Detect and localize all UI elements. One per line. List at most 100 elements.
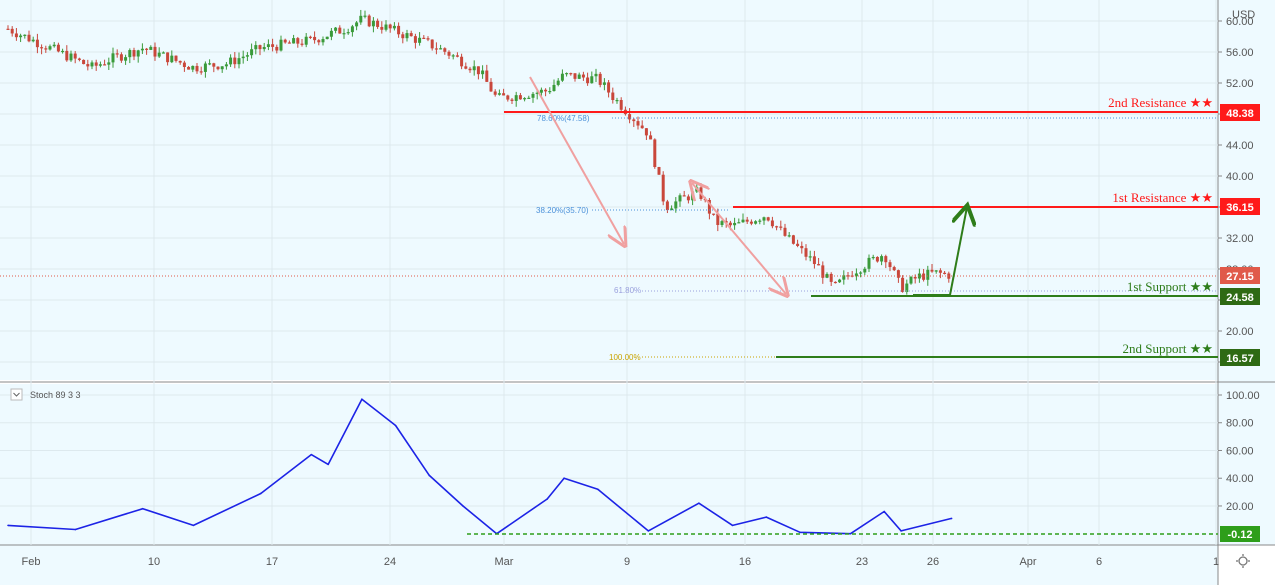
- candle-body: [447, 51, 451, 56]
- time-tick-label: 16: [739, 556, 751, 568]
- candle-body: [418, 37, 422, 43]
- stoch-pane[interactable]: [0, 384, 1218, 545]
- candle-body: [812, 256, 816, 265]
- candle-body: [157, 52, 161, 57]
- candle-body: [926, 269, 930, 280]
- candle-body: [854, 273, 858, 277]
- stoch-line: [7, 398, 952, 535]
- candle-body: [313, 36, 317, 41]
- candle-body: [741, 219, 745, 223]
- candle-body: [392, 25, 396, 29]
- settings-gear-icon[interactable]: [1236, 554, 1250, 568]
- candle-body: [657, 167, 661, 175]
- last-price-value: 27.15: [1226, 271, 1254, 283]
- time-tick-label: 24: [384, 556, 396, 568]
- candle-body: [590, 76, 594, 84]
- projection-arrow-up[interactable]: [949, 207, 967, 296]
- candle-body: [308, 36, 312, 38]
- candle-body: [388, 24, 392, 29]
- fib-786-label: 78.60%(47.58): [537, 114, 590, 123]
- candle-body: [271, 44, 275, 47]
- candle-body: [350, 26, 354, 33]
- candle-body: [846, 275, 850, 277]
- candle-body: [56, 44, 60, 52]
- candle-body: [119, 54, 123, 61]
- candle-body: [560, 73, 564, 81]
- candle-body: [367, 15, 371, 27]
- candle-body: [749, 221, 753, 224]
- time-axis-pane[interactable]: [0, 545, 1218, 585]
- stoch-axis[interactable]: 100.00 80.00 60.00 40.00 20.00: [1218, 390, 1260, 513]
- time-tick-label: 26: [927, 556, 939, 568]
- time-tick-label: 23: [856, 556, 868, 568]
- candle-body: [363, 15, 367, 17]
- candle-body: [287, 42, 291, 44]
- candle-body: [77, 58, 81, 60]
- candle-body: [300, 43, 304, 45]
- candle-body: [808, 256, 812, 258]
- candle-body: [674, 201, 678, 209]
- stoch-tick-label: 80.00: [1226, 418, 1254, 430]
- price-pane[interactable]: [0, 0, 1218, 380]
- candle-body: [863, 268, 867, 273]
- candle-body: [930, 269, 934, 272]
- candle-body: [804, 248, 808, 257]
- candle-body: [556, 80, 560, 85]
- time-tick-label: 17: [266, 556, 278, 568]
- candle-body: [548, 91, 552, 93]
- price-tick-label: 32.00: [1226, 233, 1254, 245]
- candle-body: [943, 272, 947, 274]
- candle-body: [468, 68, 472, 71]
- down-arrow-2[interactable]: [692, 183, 786, 294]
- resistance1-label: 1st Resistance ★★: [1112, 190, 1213, 205]
- resistance1-badge: [1220, 198, 1260, 215]
- candle-body: [233, 57, 237, 65]
- candle-body: [250, 49, 254, 56]
- stoch-point: [142, 507, 144, 510]
- candle-body: [842, 275, 846, 280]
- candle-body: [838, 279, 842, 283]
- stoch-point: [192, 524, 195, 527]
- candle-body: [23, 34, 27, 36]
- stoch-point: [596, 488, 599, 491]
- candle-body: [922, 273, 926, 280]
- candle-body: [607, 82, 611, 93]
- candle-body: [279, 39, 283, 51]
- candle-body: [195, 65, 199, 72]
- candle-body: [531, 93, 535, 98]
- stoch-tick-label: 60.00: [1226, 445, 1254, 457]
- time-tick-label: 6: [1096, 556, 1102, 568]
- candle-body: [514, 95, 518, 101]
- candle-body: [901, 277, 905, 292]
- stoch-point: [563, 477, 565, 480]
- stoch-plot: [7, 398, 953, 535]
- candle-body: [502, 93, 506, 96]
- candle-body: [149, 46, 153, 50]
- candle-body: [464, 66, 468, 69]
- candle-body: [44, 48, 48, 50]
- candle-body: [934, 270, 938, 272]
- candle-body: [443, 48, 447, 52]
- candle-body: [632, 119, 636, 122]
- candle-body: [187, 66, 191, 70]
- candle-body: [124, 57, 128, 61]
- resistance2-badge: [1220, 104, 1260, 121]
- candle-body: [376, 20, 380, 27]
- candle-body: [359, 15, 363, 23]
- stoch-point: [259, 492, 262, 495]
- candle-body: [258, 45, 262, 50]
- candle-body: [796, 243, 800, 246]
- candle-body: [107, 62, 111, 65]
- candle-body: [758, 220, 762, 222]
- candle-body: [254, 45, 258, 50]
- candle-body: [867, 257, 871, 269]
- candle-body: [409, 33, 413, 37]
- time-axis[interactable]: Feb 10 17 24 Mar 9 16 23 26 Apr 6 1: [22, 556, 1220, 568]
- stoch-point: [731, 524, 734, 527]
- collapse-toggle[interactable]: [10, 388, 23, 401]
- resistance2-value: 48.38: [1226, 108, 1254, 120]
- candle-body: [745, 219, 749, 222]
- candle-body: [266, 44, 270, 48]
- candle-body: [48, 46, 52, 50]
- down-arrow-1[interactable]: [529, 76, 624, 244]
